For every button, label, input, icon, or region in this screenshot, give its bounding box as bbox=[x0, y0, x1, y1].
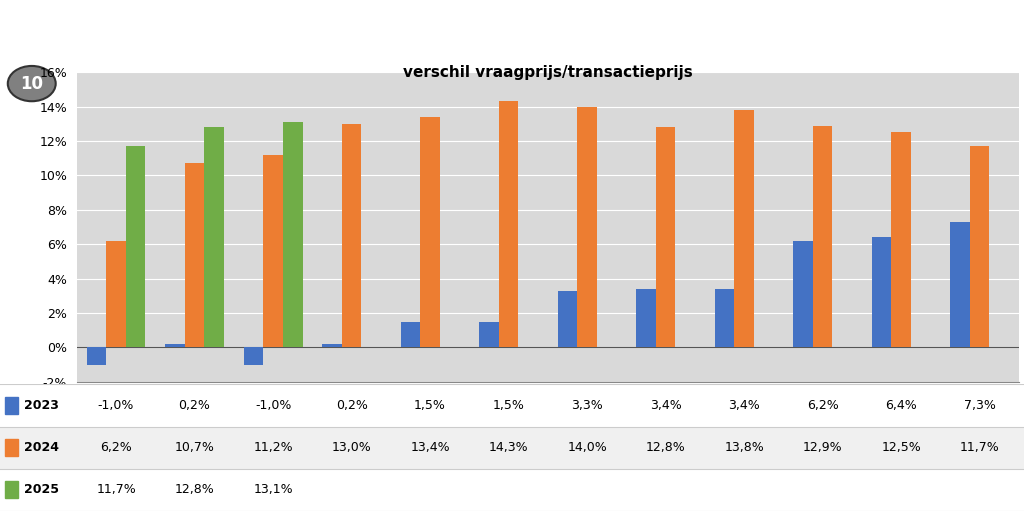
Text: 13,8%: 13,8% bbox=[724, 441, 764, 454]
Bar bbox=[420, 117, 440, 347]
Bar bbox=[636, 289, 655, 347]
Text: 13,1%: 13,1% bbox=[253, 483, 293, 496]
Bar bbox=[655, 127, 676, 347]
Text: 12,8%: 12,8% bbox=[175, 483, 214, 496]
Bar bbox=[871, 237, 891, 347]
Bar bbox=[5, 439, 18, 456]
Text: 6,4%: 6,4% bbox=[885, 399, 918, 412]
Text: 14,3%: 14,3% bbox=[488, 441, 528, 454]
Bar bbox=[87, 347, 106, 365]
Text: 2024: 2024 bbox=[24, 441, 58, 454]
Text: 0,2%: 0,2% bbox=[336, 399, 368, 412]
Bar bbox=[499, 102, 518, 347]
Bar bbox=[715, 289, 734, 347]
Text: 10,7%: 10,7% bbox=[175, 441, 214, 454]
FancyBboxPatch shape bbox=[0, 384, 1024, 427]
Bar bbox=[578, 107, 597, 347]
Text: 12,9%: 12,9% bbox=[803, 441, 843, 454]
Bar bbox=[558, 291, 578, 347]
Text: 3,4%: 3,4% bbox=[728, 399, 760, 412]
Bar bbox=[5, 481, 18, 498]
Text: 3,4%: 3,4% bbox=[649, 399, 682, 412]
Text: 0,2%: 0,2% bbox=[178, 399, 211, 412]
Bar bbox=[323, 344, 342, 347]
Bar bbox=[342, 124, 361, 347]
Text: 6,2%: 6,2% bbox=[807, 399, 839, 412]
Text: verschil vraagprijs/transactieprijs: verschil vraagprijs/transactieprijs bbox=[403, 64, 692, 79]
Text: 10: 10 bbox=[20, 75, 43, 92]
Text: 2023: 2023 bbox=[24, 399, 58, 412]
Text: 1,5%: 1,5% bbox=[493, 399, 524, 412]
Bar bbox=[165, 344, 184, 347]
Bar bbox=[5, 397, 18, 414]
Bar bbox=[126, 146, 145, 347]
Text: 11,2%: 11,2% bbox=[253, 441, 293, 454]
Text: 13,0%: 13,0% bbox=[332, 441, 372, 454]
Bar bbox=[205, 127, 224, 347]
Bar bbox=[813, 125, 833, 347]
Text: 12,5%: 12,5% bbox=[882, 441, 921, 454]
FancyBboxPatch shape bbox=[0, 427, 1024, 469]
Bar bbox=[970, 146, 989, 347]
Bar bbox=[244, 347, 263, 365]
FancyBboxPatch shape bbox=[0, 469, 1024, 511]
Bar bbox=[891, 133, 911, 347]
Text: 12,8%: 12,8% bbox=[646, 441, 685, 454]
Text: 3,3%: 3,3% bbox=[571, 399, 603, 412]
Text: 6,2%: 6,2% bbox=[100, 441, 132, 454]
Text: 13,4%: 13,4% bbox=[411, 441, 450, 454]
Bar bbox=[479, 321, 499, 347]
Text: 11,7%: 11,7% bbox=[96, 483, 136, 496]
Bar bbox=[794, 241, 813, 347]
Text: 1,5%: 1,5% bbox=[414, 399, 446, 412]
Bar bbox=[263, 155, 283, 347]
Text: 11,7%: 11,7% bbox=[959, 441, 999, 454]
Bar bbox=[734, 110, 754, 347]
Text: -1,0%: -1,0% bbox=[98, 399, 134, 412]
Text: gemeente Utrecht Stad + Leidsche Rijn - totaaloverzicht: gemeente Utrecht Stad + Leidsche Rijn - … bbox=[179, 21, 845, 41]
Bar bbox=[184, 164, 205, 347]
Bar bbox=[283, 122, 302, 347]
Bar bbox=[106, 241, 126, 347]
Text: 14,0%: 14,0% bbox=[567, 441, 607, 454]
Text: 7,3%: 7,3% bbox=[964, 399, 995, 412]
Circle shape bbox=[8, 66, 55, 101]
Text: 2025: 2025 bbox=[24, 483, 58, 496]
Text: -1,0%: -1,0% bbox=[255, 399, 291, 412]
Bar bbox=[400, 321, 420, 347]
Bar bbox=[950, 222, 970, 347]
